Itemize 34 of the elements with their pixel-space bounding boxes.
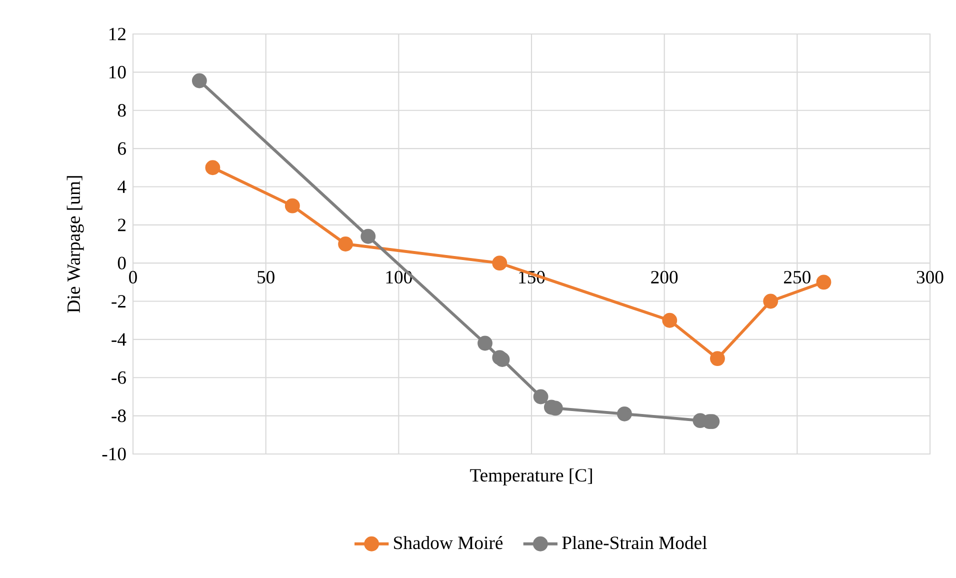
y-tick-label: -6 [112,371,126,384]
x-tick-label: 250 [784,270,810,284]
point [338,236,354,252]
point [492,256,508,271]
point [662,312,678,328]
y-tick-label: 2 [118,218,126,232]
y-tick-label: -4 [112,333,126,346]
point [284,198,300,214]
point [360,228,376,244]
y-tick-label: -2 [112,295,126,308]
y-tick-label: -8 [112,410,126,422]
y-axis-title: Die Warpage [um] [66,176,84,313]
y-tick-label: 8 [118,104,126,117]
point [205,160,220,176]
point [816,274,832,290]
point [763,294,778,309]
point [710,351,725,366]
x-tick-label: 300 [916,270,944,284]
y-tick-label: 12 [109,28,126,40]
x-axis-title: Temperature [C] [470,468,592,486]
y-tick-label: -10 [102,448,126,460]
y-tick-label: 4 [118,180,126,193]
y-tick-label: 0 [118,256,126,270]
x-tick-label: 0 [129,270,137,284]
point [478,336,492,351]
y-tick-label: 10 [109,66,126,78]
point [533,389,548,404]
point [617,406,632,422]
point [192,73,207,88]
legend-label: Shadow Moiré [394,536,503,550]
y-tick-label: 6 [118,142,126,155]
x-tick-label: 200 [651,270,678,284]
x-tick-label: 50 [258,270,274,284]
legend-label: Plane-Strain Model [562,536,707,550]
